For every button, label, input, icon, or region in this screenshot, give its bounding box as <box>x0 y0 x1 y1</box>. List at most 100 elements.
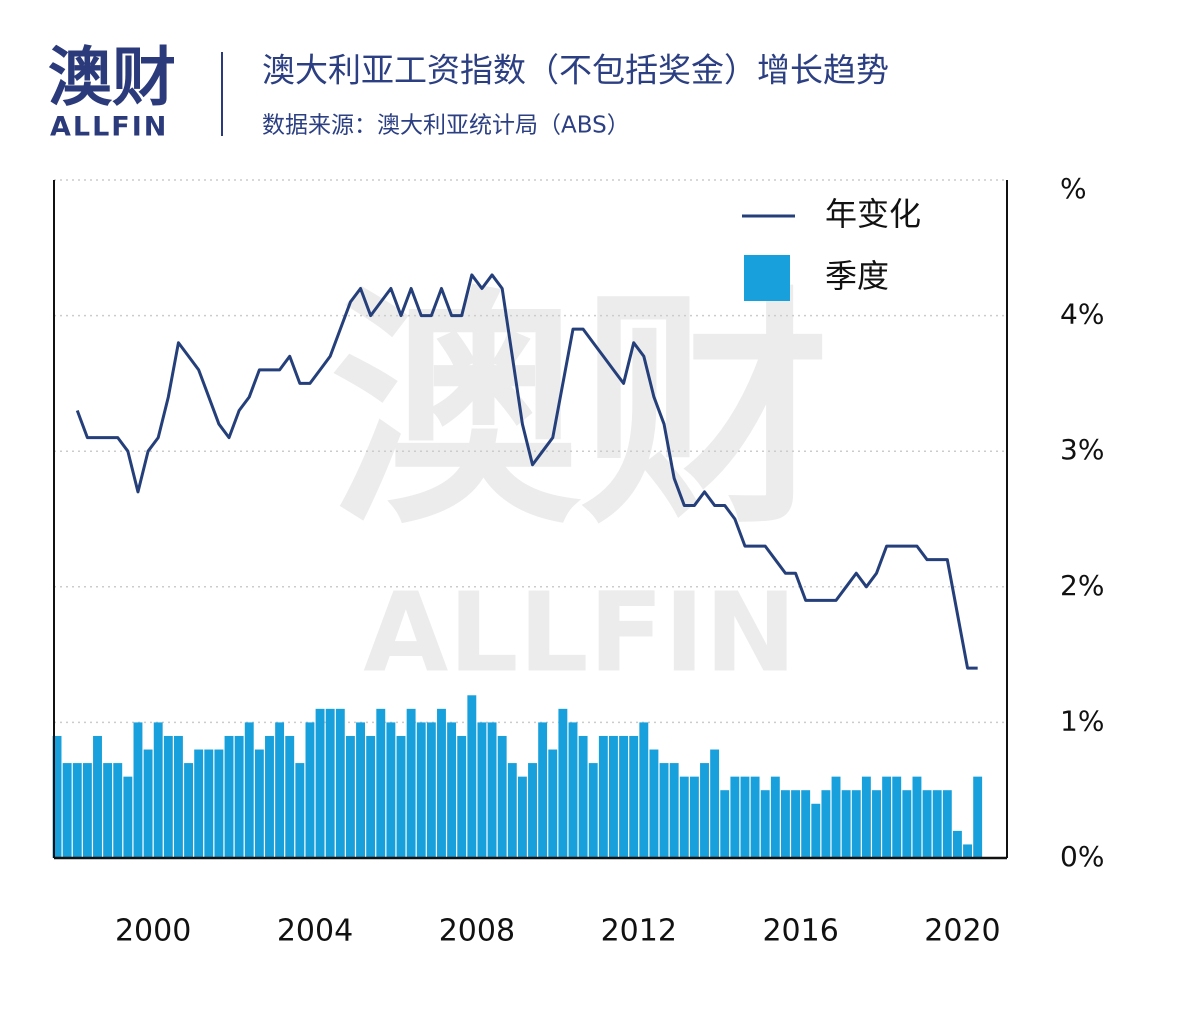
bar <box>679 776 689 858</box>
y-tick-label: 0% <box>1060 840 1104 873</box>
y-tick-label: 3% <box>1060 433 1104 466</box>
chart-subtitle: 数据来源：澳大利亚统计局（ABS） <box>262 113 630 139</box>
bar <box>609 735 618 858</box>
bar <box>224 735 234 858</box>
line <box>75 273 978 670</box>
bar <box>882 776 892 858</box>
bar <box>416 722 426 858</box>
bar <box>82 763 92 858</box>
bar <box>659 763 669 858</box>
bar <box>204 749 214 858</box>
bar <box>457 735 467 858</box>
bar <box>578 735 588 858</box>
bar <box>123 776 133 858</box>
x-tick-label: 2016 <box>762 914 838 949</box>
bar <box>113 763 123 858</box>
bar <box>173 735 183 858</box>
bar <box>325 708 335 858</box>
bar <box>558 708 568 858</box>
bar <box>963 844 972 858</box>
bar <box>730 776 740 858</box>
bar <box>497 735 507 858</box>
bar <box>841 790 851 858</box>
bar <box>447 722 457 858</box>
bar <box>720 790 730 858</box>
bar <box>163 735 173 858</box>
bar <box>851 790 861 858</box>
bar <box>477 722 487 858</box>
y-tick-label: 1% <box>1060 704 1104 737</box>
bar <box>406 708 416 858</box>
bar <box>548 749 558 858</box>
legend-swatch <box>744 255 790 301</box>
x-tick-label: 2000 <box>115 914 191 949</box>
bar <box>254 749 264 858</box>
bar <box>214 749 224 858</box>
legend-label: 季度 <box>825 257 889 295</box>
bar <box>861 776 871 858</box>
bar <box>507 763 517 858</box>
bar <box>568 722 578 858</box>
bar <box>366 735 376 858</box>
bar <box>639 722 649 858</box>
bar <box>902 790 912 858</box>
bar <box>133 722 143 858</box>
bar <box>952 830 962 858</box>
bar <box>295 763 305 858</box>
bar <box>315 708 325 858</box>
bar <box>437 708 446 858</box>
bar <box>356 722 365 858</box>
bar <box>426 722 436 858</box>
legend-label: 年变化 <box>825 195 921 233</box>
bar <box>811 803 821 858</box>
logo-name: 澳财 <box>48 42 176 116</box>
bar <box>72 763 82 858</box>
bar <box>649 749 659 858</box>
bar <box>629 735 639 858</box>
bar <box>912 776 922 858</box>
bar <box>700 763 709 858</box>
bar <box>184 763 194 858</box>
watermark: 澳财 <box>330 266 830 557</box>
bar <box>750 776 760 858</box>
bar <box>892 776 902 858</box>
bar <box>517 776 527 858</box>
bar <box>619 735 629 858</box>
y-axis-label: % <box>1060 172 1087 205</box>
bar <box>345 735 355 858</box>
bar <box>376 708 386 858</box>
y-tick-label: 4% <box>1060 298 1104 331</box>
bar <box>244 722 254 858</box>
bar <box>598 735 608 858</box>
x-tick-label: 2012 <box>601 914 677 949</box>
bar <box>396 735 406 858</box>
bar <box>831 776 841 858</box>
bar <box>194 749 204 858</box>
bar <box>538 722 548 858</box>
bar <box>143 749 153 858</box>
bar <box>62 763 72 858</box>
bar <box>265 735 274 858</box>
bar <box>275 722 285 858</box>
watermark-brand: ALLFIN <box>363 568 796 696</box>
x-tick-label: 2004 <box>277 914 353 949</box>
bar <box>710 749 720 858</box>
bar <box>386 722 396 858</box>
logo-brand: ALLFIN <box>50 112 168 143</box>
bar <box>487 722 497 858</box>
bar <box>740 776 750 858</box>
bar <box>528 763 537 858</box>
bar <box>305 722 315 858</box>
bar <box>922 790 932 858</box>
bar <box>669 763 679 858</box>
bar <box>791 790 801 858</box>
bar <box>467 695 477 858</box>
bar <box>234 735 244 858</box>
bar <box>780 790 790 858</box>
bar <box>52 735 62 858</box>
bar <box>153 722 163 858</box>
bar <box>801 790 811 858</box>
bar <box>93 735 102 858</box>
bar <box>932 790 942 858</box>
